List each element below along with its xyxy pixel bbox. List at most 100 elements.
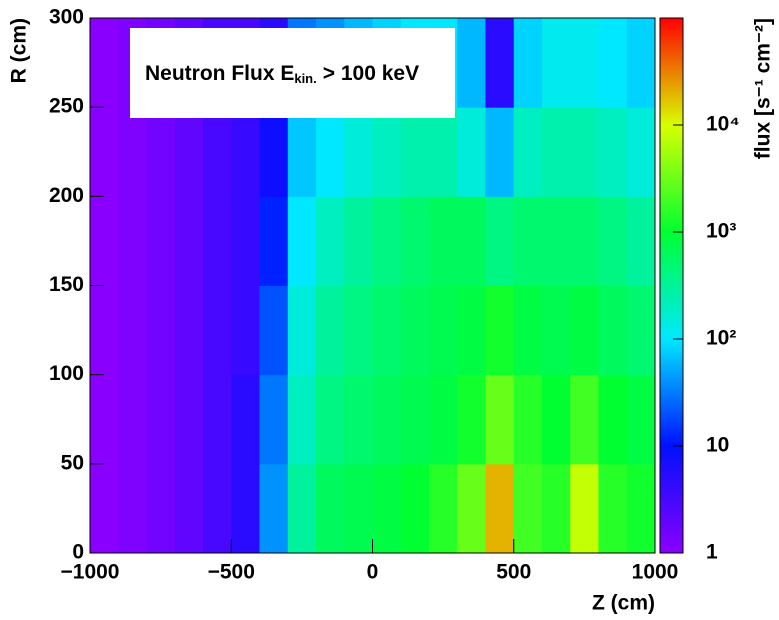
heatmap-cell (598, 463, 628, 554)
heatmap-cell (542, 285, 571, 376)
heatmap-cell (90, 374, 119, 465)
heatmap-cell (372, 107, 402, 197)
heatmap-cell (316, 107, 345, 197)
heatmap-cell (203, 196, 232, 286)
heatmap-cell (174, 374, 204, 465)
heatmap-cell (626, 374, 656, 465)
heatmap-cell (118, 374, 147, 465)
heatmap-cell (90, 463, 119, 554)
heatmap-cell (316, 285, 345, 376)
heatmap-cell (287, 374, 317, 465)
y-tick-label: 200 (49, 184, 84, 207)
heatmap-cell (400, 196, 430, 286)
heatmap-cell (485, 374, 515, 465)
heatmap-cell (598, 196, 628, 286)
heatmap-cell (598, 107, 628, 197)
heatmap-cell (457, 285, 486, 376)
y-tick-label: 100 (49, 362, 84, 385)
heatmap-cell (231, 196, 260, 286)
heatmap-cell (513, 196, 543, 286)
heatmap-cell (513, 463, 543, 554)
heatmap-cell (372, 285, 402, 376)
heatmap-cell (457, 196, 486, 286)
heatmap-cell (203, 285, 232, 376)
heatmap-cell (542, 463, 571, 554)
heatmap-cell (287, 463, 317, 554)
legend-main: Neutron Flux E (145, 62, 294, 85)
heatmap-cell (429, 107, 458, 197)
heatmap-cell (598, 374, 628, 465)
heatmap-cell (203, 463, 232, 554)
colorbar-tick-label: 10⁴ (706, 113, 740, 136)
heatmap-cell (457, 463, 486, 554)
heatmap-cell (90, 285, 119, 376)
heatmap-cell (118, 107, 147, 197)
heatmap-cell (626, 463, 656, 554)
heatmap-cell (259, 463, 289, 554)
heatmap-cell (344, 107, 373, 197)
heatmap-cell (542, 107, 571, 197)
heatmap-cell (259, 374, 289, 465)
x-tick-label: −500 (208, 561, 255, 584)
legend-sub: kin. (294, 71, 316, 86)
color-scale (659, 17, 684, 554)
heatmap-cell (400, 107, 430, 197)
heatmap-cell (146, 374, 176, 465)
colorbar-tick-label: 10 (706, 434, 729, 457)
heatmap-cell (287, 285, 317, 376)
heatmap-cell (146, 196, 176, 286)
y-tick-label: 250 (49, 95, 84, 118)
heatmap-cell (118, 285, 147, 376)
heatmap-cell (457, 18, 486, 108)
heatmap-cell (485, 107, 515, 197)
heatmap-cell (231, 285, 260, 376)
heatmap-cell (570, 374, 599, 465)
y-axis-title: R (cm) (8, 18, 31, 83)
heatmap-cell (457, 107, 486, 197)
heatmap-cell (429, 463, 458, 554)
x-tick-label: 1000 (632, 561, 679, 584)
heatmap-cell (457, 374, 486, 465)
heatmap-cell (598, 285, 628, 376)
legend-text: Neutron Flux Ekin. > 100 keV (145, 62, 419, 87)
heatmap-cell (203, 107, 232, 197)
heatmap-cell (344, 285, 373, 376)
heatmap-cell (429, 196, 458, 286)
y-tick-label: 0 (72, 541, 84, 564)
heatmap-cell (90, 107, 119, 197)
heatmap-cell (626, 285, 656, 376)
heatmap-cell (429, 374, 458, 465)
heatmap-cell (146, 285, 176, 376)
heatmap-cell (485, 18, 515, 108)
heatmap-cell (400, 463, 430, 554)
heatmap-cell (287, 196, 317, 286)
heatmap-cell (513, 285, 543, 376)
heatmap-cell (598, 18, 628, 108)
heatmap-cell (146, 107, 176, 197)
y-tick-label: 150 (49, 273, 84, 296)
x-tick-label: −1000 (61, 561, 120, 584)
heatmap-cell (626, 196, 656, 286)
heatmap-cell (203, 374, 232, 465)
y-tick-label: 50 (61, 451, 84, 474)
y-tick-label: 300 (49, 6, 84, 29)
heatmap-cell (231, 374, 260, 465)
heatmap-cell (174, 196, 204, 286)
heatmap-cell (429, 285, 458, 376)
colorbar-tick-label: 1 (706, 541, 718, 564)
heatmap (90, 18, 656, 554)
heatmap-cell (513, 374, 543, 465)
heatmap-cell (626, 18, 656, 108)
heatmap-cell (259, 196, 289, 286)
heatmap-cell (372, 196, 402, 286)
heatmap-cell (372, 463, 402, 554)
heatmap-cell (485, 463, 515, 554)
x-tick-label: 0 (367, 561, 379, 584)
heatmap-cell (316, 463, 345, 554)
heatmap-cell (542, 196, 571, 286)
heatmap-cell (259, 285, 289, 376)
heatmap-cell (542, 18, 571, 108)
heatmap-cell (570, 463, 599, 554)
colorbar-title: flux [s⁻¹ cm⁻²] (752, 18, 775, 159)
heatmap-cell (344, 196, 373, 286)
